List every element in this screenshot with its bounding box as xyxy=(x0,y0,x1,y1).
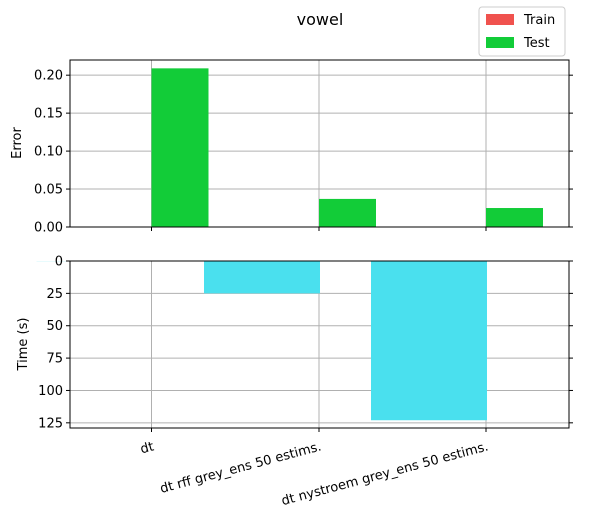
time-y-tick-label: 25 xyxy=(46,287,63,302)
error-y-tick-label: 0.15 xyxy=(34,107,63,122)
time-axes: 0 25 50 75 100 125 Time (s) xyxy=(16,255,573,433)
time-y-axis-label: Time (s) xyxy=(16,318,31,372)
x-tick-label: dt rff grey_ens 50 estims. xyxy=(159,439,324,497)
time-y-tick-labels: 0 25 50 75 100 125 xyxy=(38,255,63,432)
time-y-tick-label: 50 xyxy=(46,319,63,334)
error-y-axis-label: Error xyxy=(10,127,25,159)
error-y-tick-label: 0.20 xyxy=(34,69,63,84)
error-y-tick-label: 0.10 xyxy=(34,145,63,160)
chart-title: vowel xyxy=(297,10,344,29)
time-bar xyxy=(204,261,320,293)
error-bar-test xyxy=(152,68,209,227)
legend-swatch-train xyxy=(486,14,514,25)
error-y-tick-labels: 0.00 0.05 0.10 0.15 0.20 xyxy=(34,69,63,236)
error-y-tick-label: 0.00 xyxy=(34,221,63,236)
error-y-tick-label: 0.05 xyxy=(34,183,63,198)
time-y-tick-label: 100 xyxy=(38,384,63,399)
x-tick-label: dt xyxy=(139,439,156,457)
time-bars xyxy=(37,261,488,420)
error-bar-test xyxy=(319,199,376,227)
legend-swatch-test xyxy=(486,37,514,48)
time-y-tick-label: 75 xyxy=(46,352,63,367)
legend-label-train: Train xyxy=(523,13,555,28)
time-y-tick-label: 125 xyxy=(38,416,63,431)
error-bars xyxy=(152,68,544,227)
legend: Train Test xyxy=(479,7,565,56)
error-axes: 0.00 0.05 0.10 0.15 0.20 Error xyxy=(10,60,573,236)
error-bar-test xyxy=(486,208,543,227)
legend-label-test: Test xyxy=(523,36,550,51)
time-bar xyxy=(371,261,487,420)
time-y-tick-label: 0 xyxy=(55,255,63,270)
